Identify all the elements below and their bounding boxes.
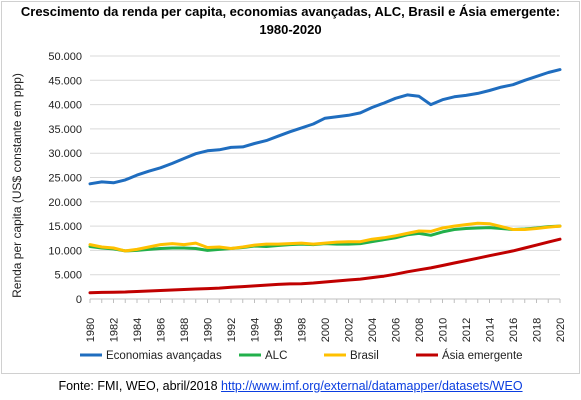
legend-label: Economias avançadas [106, 350, 222, 362]
legend: Economias avançadas ALC Brasil Ásia emergen… [80, 349, 523, 362]
source-prefix: Fonte: FMI, WEO, abril/2018 [58, 379, 222, 393]
x-tick-label: 2010 [438, 318, 450, 342]
series-line-economias-avan-adas [88, 68, 562, 186]
x-tick-label: 1982 [109, 318, 121, 342]
series-line-brasil [88, 221, 562, 253]
x-tick-label: 1980 [85, 318, 97, 342]
x-tick-label: 2020 [555, 318, 567, 342]
y-tick-label: 0 [76, 294, 82, 306]
x-tick-label: 1988 [179, 318, 191, 342]
series-line--sia-emergente [88, 237, 562, 295]
source-note: Fonte: FMI, WEO, abril/2018 http://www.i… [0, 378, 581, 394]
x-tick-label: 1984 [132, 318, 144, 342]
y-tick-label: 50.000 [48, 51, 82, 63]
x-tick-label: 2006 [391, 318, 403, 342]
legend-label: Ásia emergente [442, 349, 523, 362]
x-tick-label: 2018 [532, 318, 544, 342]
x-tick-label: 2008 [414, 318, 426, 342]
x-tick-label: 2004 [367, 318, 379, 342]
legend-label: Brasil [350, 350, 379, 362]
y-tick-label: 45.000 [48, 75, 82, 87]
series-lines [88, 68, 562, 295]
x-tick-label: 2012 [461, 318, 473, 342]
legend-label: ALC [265, 350, 287, 362]
gridlines [90, 55, 560, 300]
x-tick-label: 2000 [320, 318, 332, 342]
x-tick-label: 1994 [250, 318, 262, 342]
y-axis-title: Renda per capita (US$ constante em ppp) [10, 73, 24, 298]
x-tick-label: 1996 [273, 318, 285, 342]
chart-border [1, 1, 580, 374]
x-tick-label: 2016 [508, 318, 520, 342]
series-line-alc [88, 224, 562, 253]
chart-frame: Crescimento da renda per capita, economi… [0, 1, 581, 374]
y-tick-label: 15.000 [48, 221, 82, 233]
y-tick-label: 40.000 [48, 100, 82, 112]
axes: 0 5.000 10.000 15.000 20.000 25.000 30.000 35.0… [10, 51, 567, 342]
x-tick-label: 1992 [226, 318, 238, 342]
y-tick-label: 10.000 [48, 245, 82, 257]
x-tick-label: 2014 [485, 318, 497, 342]
y-tick-label: 25.000 [48, 173, 82, 185]
chart-title-line-2: 1980-2020 [259, 22, 322, 37]
x-tick-label: 1986 [156, 318, 168, 342]
source-link[interactable]: http://www.imf.org/external/datamapper/d… [221, 379, 523, 393]
y-tick-label: 35.000 [48, 124, 82, 136]
line-chart: 0 5.000 10.000 15.000 20.000 25.000 30.000 35.0… [1, 1, 580, 374]
chart-title: Crescimento da renda per capita, economi… [0, 3, 581, 39]
y-tick-label: 5.000 [54, 270, 82, 282]
chart-title-line-1: Crescimento da renda per capita, economi… [20, 4, 561, 19]
y-tick-label: 30.000 [48, 148, 82, 160]
x-tick-label: 2002 [344, 318, 356, 342]
x-tick-label: 1998 [297, 318, 309, 342]
y-tick-label: 20.000 [48, 197, 82, 209]
x-tick-label: 1990 [203, 318, 215, 342]
